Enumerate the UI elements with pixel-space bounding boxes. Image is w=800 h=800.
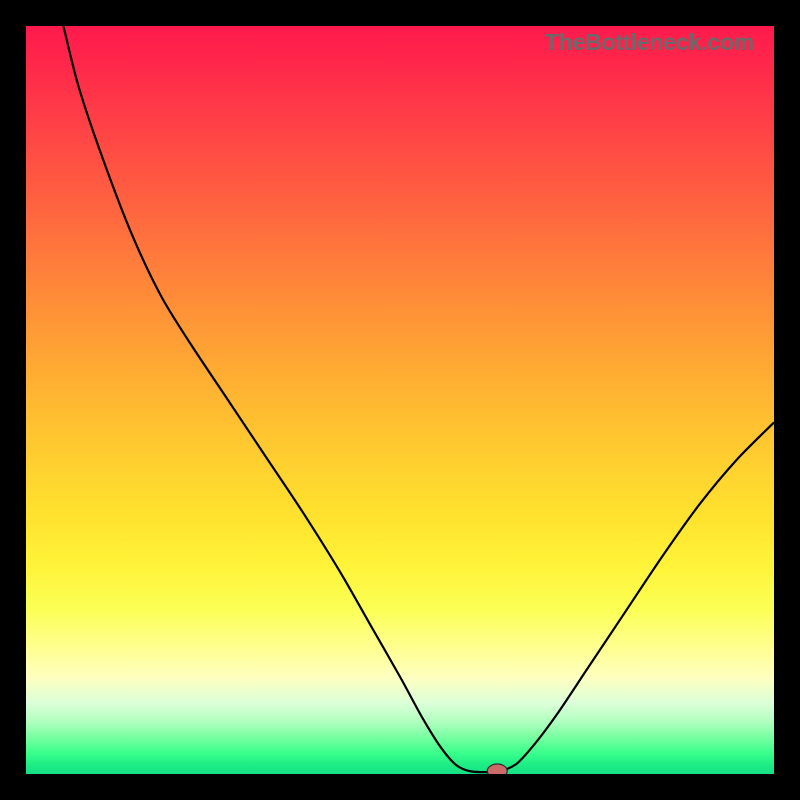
marker-layer (26, 26, 774, 774)
optimal-marker (487, 764, 507, 774)
plot-area (26, 26, 774, 774)
watermark-text: TheBottleneck.com (545, 29, 754, 56)
chart-frame: TheBottleneck.com (0, 0, 800, 800)
